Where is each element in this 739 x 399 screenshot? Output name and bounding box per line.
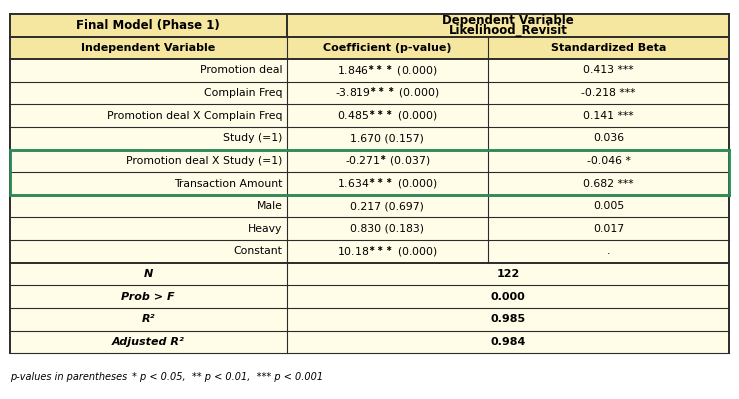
Text: Adjusted R²: Adjusted R²: [112, 337, 185, 347]
Bar: [10, 330, 287, 353]
Bar: [488, 127, 729, 150]
Text: R²: R²: [141, 314, 155, 324]
Text: 10.18$^{\mathbf{\ast\ast\ast}}$ (0.000): 10.18$^{\mathbf{\ast\ast\ast}}$ (0.000): [337, 244, 437, 259]
Text: Male: Male: [256, 201, 282, 211]
Text: 0.413 ***: 0.413 ***: [583, 65, 634, 75]
Text: Prob > F: Prob > F: [121, 292, 175, 302]
Bar: [10, 263, 287, 285]
Text: Heavy: Heavy: [248, 224, 282, 234]
Text: 0.985: 0.985: [491, 314, 525, 324]
Bar: [488, 82, 729, 105]
Bar: [10, 308, 287, 330]
Bar: [488, 37, 729, 59]
Bar: [10, 150, 287, 172]
Bar: [10, 285, 287, 308]
Text: 0.141 ***: 0.141 ***: [583, 111, 634, 121]
Bar: [488, 195, 729, 217]
Bar: [10, 105, 287, 127]
Text: Final Model (Phase 1): Final Model (Phase 1): [76, 19, 220, 32]
Bar: [287, 150, 488, 172]
Text: -0.271$^{\mathbf{\ast}}$ (0.037): -0.271$^{\mathbf{\ast}}$ (0.037): [344, 154, 430, 168]
Bar: [10, 217, 287, 240]
Bar: [10, 14, 287, 37]
Text: Constant: Constant: [234, 246, 282, 257]
Bar: [488, 105, 729, 127]
Bar: [10, 240, 287, 263]
Text: Promotion deal X Complain Freq: Promotion deal X Complain Freq: [107, 111, 282, 121]
Bar: [287, 330, 729, 353]
Bar: [287, 217, 488, 240]
Text: .: .: [607, 246, 610, 257]
Bar: [488, 172, 729, 195]
Text: 0.682 ***: 0.682 ***: [583, 178, 634, 189]
Bar: [488, 217, 729, 240]
Bar: [488, 240, 729, 263]
Text: 0.830 (0.183): 0.830 (0.183): [350, 224, 424, 234]
Bar: [287, 172, 488, 195]
Text: Likelihood_Revisit: Likelihood_Revisit: [449, 24, 568, 37]
Bar: [287, 263, 729, 285]
Bar: [488, 150, 729, 172]
Text: 0.000: 0.000: [491, 292, 525, 302]
Text: 0.485$^{\mathbf{\ast\ast\ast}}$ (0.000): 0.485$^{\mathbf{\ast\ast\ast}}$ (0.000): [337, 109, 437, 123]
Bar: [10, 59, 287, 82]
Bar: [10, 195, 287, 217]
Bar: [287, 37, 488, 59]
Text: 0.005: 0.005: [593, 201, 624, 211]
Bar: [10, 172, 287, 195]
Bar: [287, 59, 488, 82]
Bar: [287, 105, 488, 127]
Text: Study (=1): Study (=1): [223, 133, 282, 143]
Text: 0.017: 0.017: [593, 224, 624, 234]
Bar: [287, 240, 488, 263]
Text: -0.046 *: -0.046 *: [587, 156, 630, 166]
Bar: [10, 82, 287, 105]
Bar: [287, 195, 488, 217]
Text: 1.670 (0.157): 1.670 (0.157): [350, 133, 424, 143]
Bar: [287, 82, 488, 105]
Text: N: N: [143, 269, 153, 279]
Text: Promotion deal X Study (=1): Promotion deal X Study (=1): [126, 156, 282, 166]
Bar: [10, 127, 287, 150]
Text: 0.984: 0.984: [491, 337, 525, 347]
Text: Standardized Beta: Standardized Beta: [551, 43, 667, 53]
Text: 122: 122: [497, 269, 520, 279]
Text: Dependent Variable: Dependent Variable: [442, 14, 574, 27]
Text: p-values in parentheses: p-values in parentheses: [10, 372, 127, 382]
Text: Independent Variable: Independent Variable: [81, 43, 215, 53]
Bar: [488, 59, 729, 82]
Bar: [287, 14, 729, 37]
Text: -3.819$^{\mathbf{\ast\ast\ast}}$ (0.000): -3.819$^{\mathbf{\ast\ast\ast}}$ (0.000): [335, 86, 440, 100]
Text: Promotion deal: Promotion deal: [200, 65, 282, 75]
Text: 1.846$^{\mathbf{\ast\ast\ast}}$ (0.000): 1.846$^{\mathbf{\ast\ast\ast}}$ (0.000): [337, 63, 437, 78]
Text: -0.218 ***: -0.218 ***: [582, 88, 636, 98]
Bar: [287, 285, 729, 308]
Text: Coefficient (p-value): Coefficient (p-value): [323, 43, 452, 53]
Text: Complain Freq: Complain Freq: [204, 88, 282, 98]
Bar: [10, 37, 287, 59]
Text: Transaction Amount: Transaction Amount: [174, 178, 282, 189]
Text: * p < 0.05,  ** p < 0.01,  *** p < 0.001: * p < 0.05, ** p < 0.01, *** p < 0.001: [132, 372, 323, 382]
Text: 1.634$^{\mathbf{\ast\ast\ast}}$ (0.000): 1.634$^{\mathbf{\ast\ast\ast}}$ (0.000): [337, 176, 437, 191]
Bar: [287, 127, 488, 150]
Bar: [287, 308, 729, 330]
Text: 0.036: 0.036: [593, 133, 624, 143]
Text: 0.217 (0.697): 0.217 (0.697): [350, 201, 424, 211]
